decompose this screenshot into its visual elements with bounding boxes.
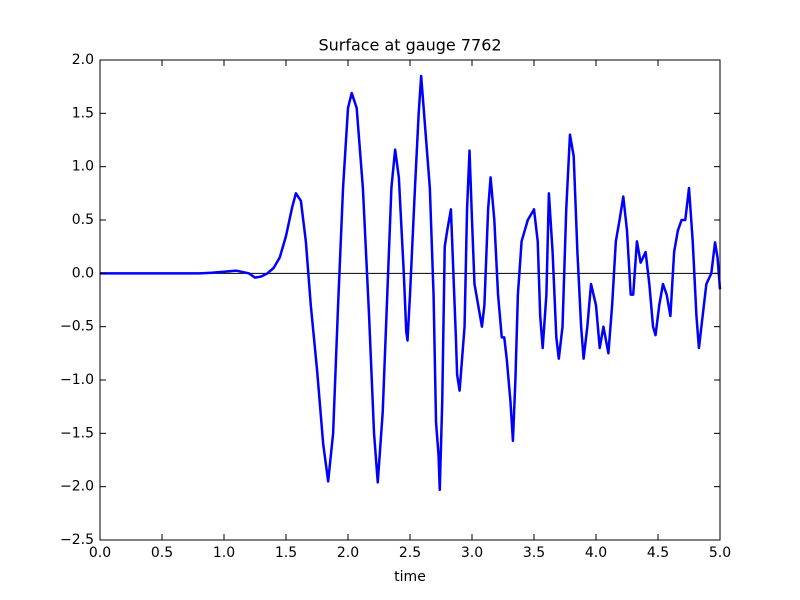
- x-tick-label: 3.5: [523, 545, 545, 561]
- y-tick-label: 1.5: [72, 105, 94, 121]
- x-tick-label: 0.0: [89, 545, 111, 561]
- y-tick-label: −2.5: [60, 532, 94, 548]
- y-tick-label: 0.0: [72, 265, 94, 281]
- x-tick-label: 0.5: [151, 545, 173, 561]
- y-tick-label: −2.0: [60, 479, 94, 495]
- x-tick-label: 4.5: [647, 545, 669, 561]
- y-tick-label: 2.0: [72, 52, 94, 68]
- x-tick-label: 1.5: [275, 545, 297, 561]
- y-tick-label: 1.0: [72, 159, 94, 175]
- x-tick-label: 3.0: [461, 545, 483, 561]
- x-tick-label: 2.5: [399, 545, 421, 561]
- y-tick-label: −1.5: [60, 425, 94, 441]
- y-tick-label: −1.0: [60, 372, 94, 388]
- x-tick-label: 2.0: [337, 545, 359, 561]
- chart-title: Surface at gauge 7762: [318, 36, 501, 55]
- x-tick-label: 4.0: [585, 545, 607, 561]
- x-axis-label: time: [394, 569, 426, 585]
- x-tick-label: 1.0: [213, 545, 235, 561]
- data-line: [100, 74, 722, 492]
- y-tick-label: −0.5: [60, 319, 94, 335]
- y-tick-label: 0.5: [72, 212, 94, 228]
- x-tick-label: 5.0: [709, 545, 731, 561]
